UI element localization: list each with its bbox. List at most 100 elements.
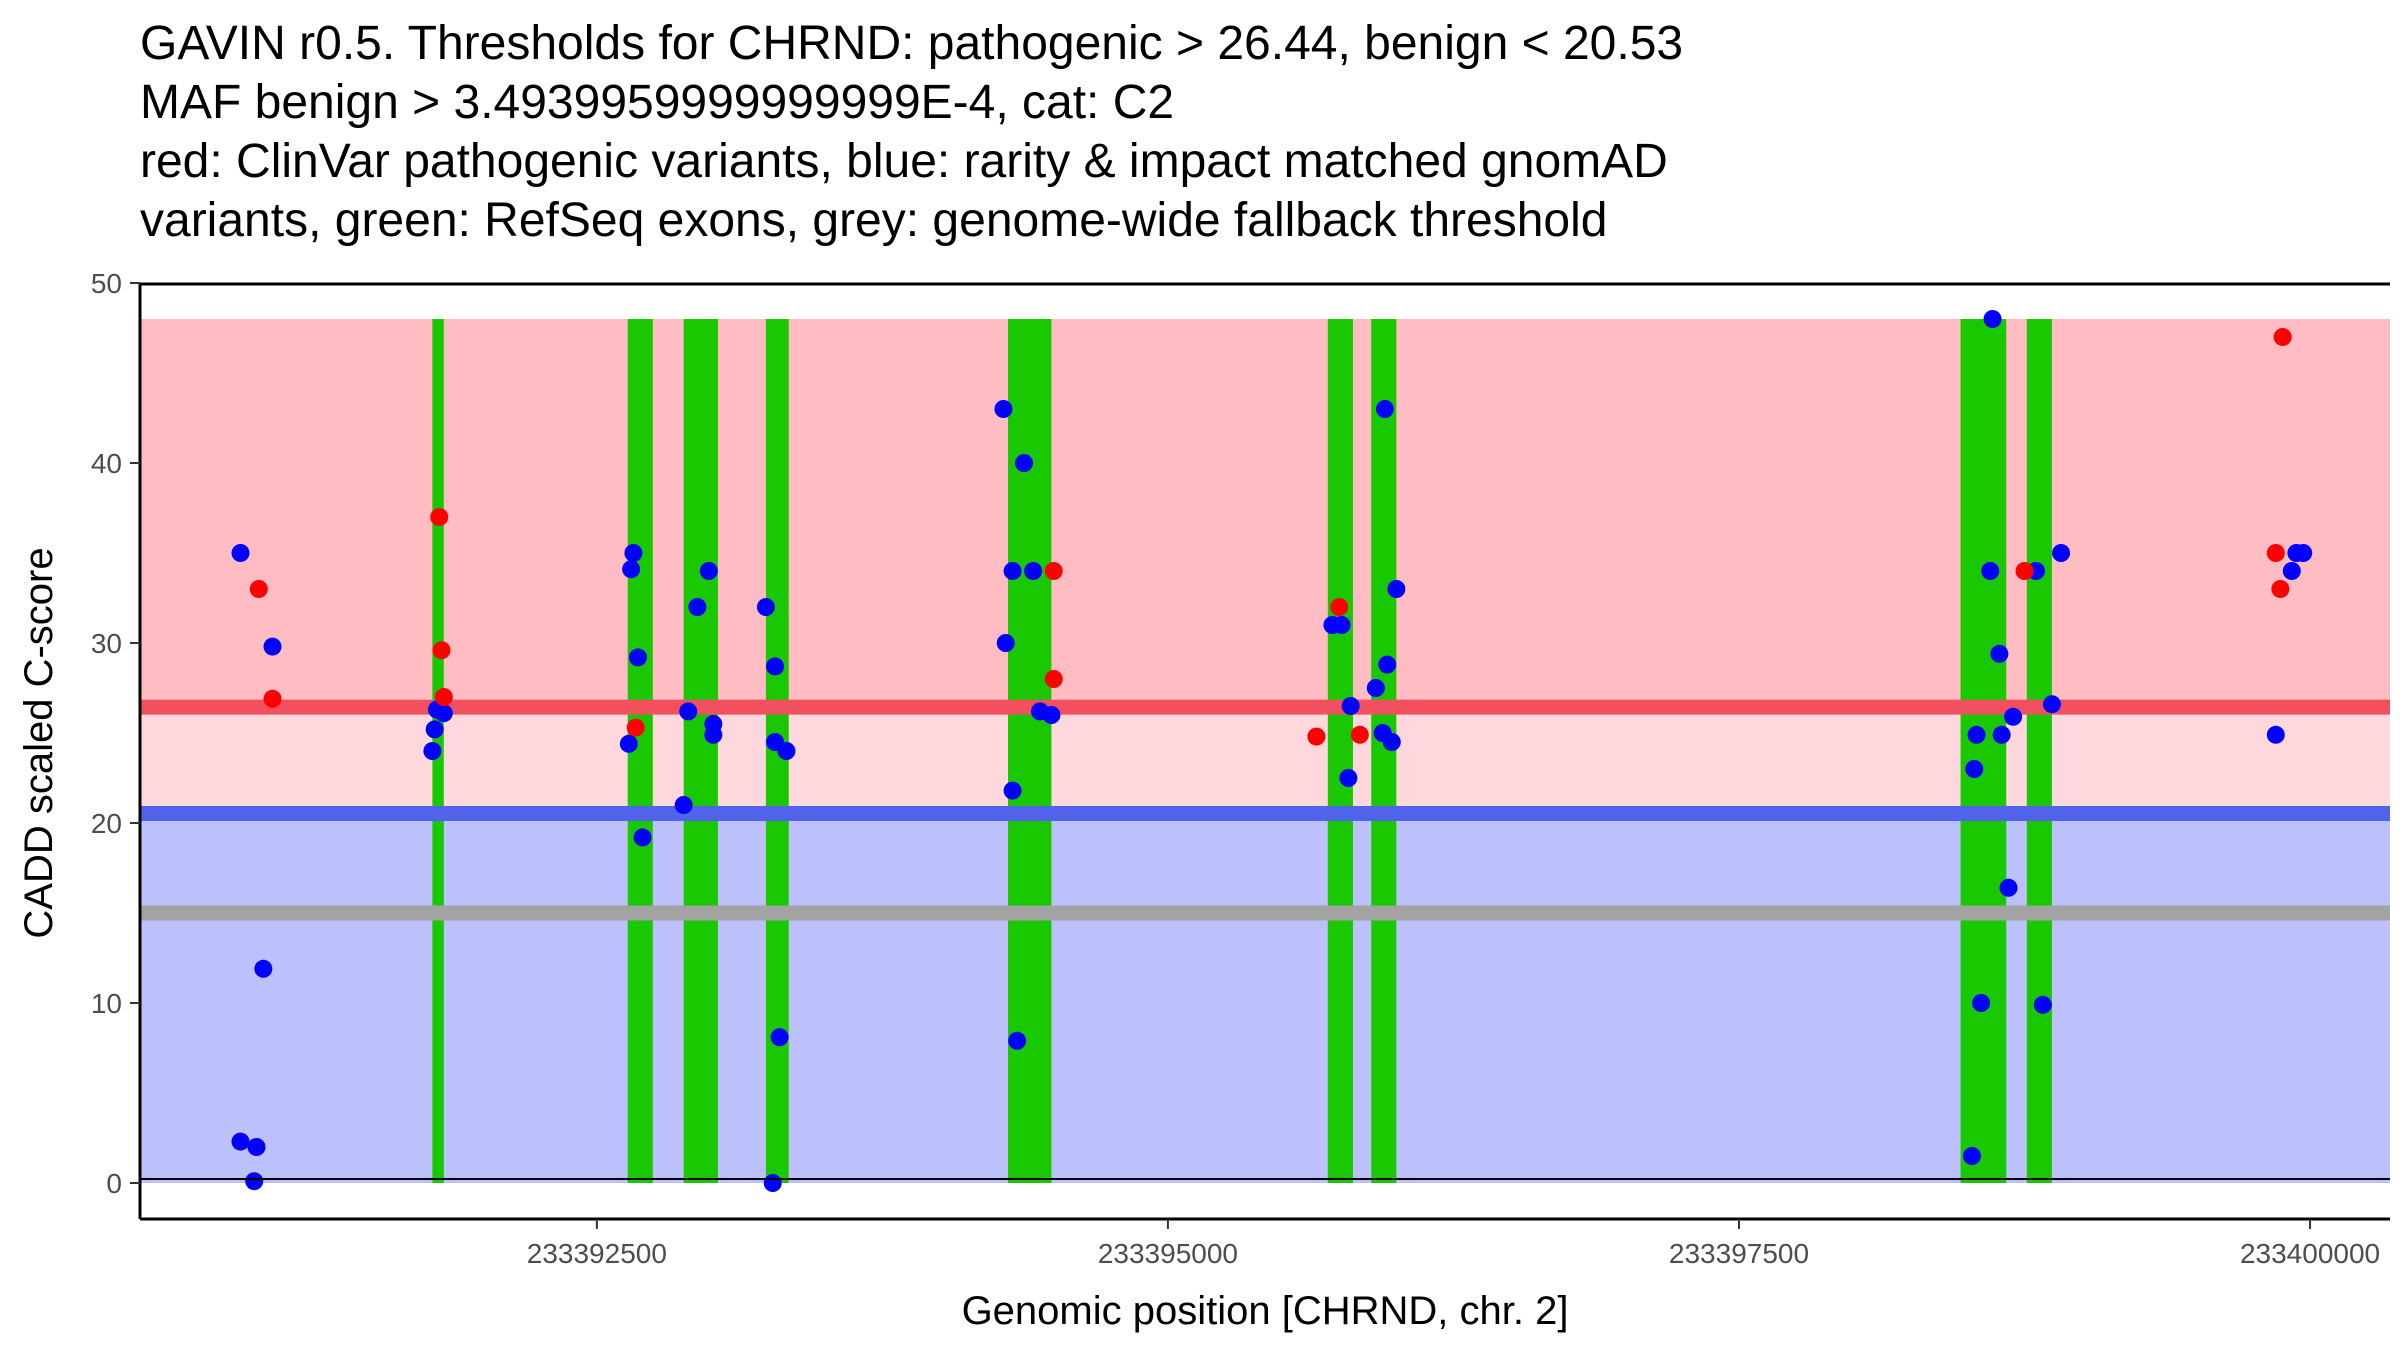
gnomad-point (699, 562, 718, 580)
gnomad-point (1983, 310, 2002, 328)
title-line: red: ClinVar pathogenic variants, blue: … (140, 135, 1668, 188)
gnomad-point (1015, 454, 1034, 472)
gnomad-point (1981, 562, 2000, 580)
clinvar-point (1044, 670, 1063, 688)
title-line: GAVIN r0.5. Thresholds for CHRND: pathog… (140, 17, 1684, 70)
clinvar-point (434, 688, 453, 706)
gnomad-point (674, 796, 693, 814)
clinvar-point (263, 689, 282, 708)
x-tick-label: 233392500 (527, 1238, 667, 1269)
gnomad-point (1965, 760, 1984, 778)
gnomad-point (423, 742, 442, 760)
axes (138, 282, 2390, 1221)
gnomad-point (1339, 769, 1358, 787)
gnomad-point (1375, 400, 1394, 418)
variant-points (231, 310, 2313, 1192)
gnomad-point (1962, 1147, 1981, 1165)
gnomad-point (756, 598, 775, 616)
axis-ticks: 0 10 20 30 40 50 233392500 233395000 233397500 23… (91, 268, 2380, 1269)
pathogenic-zone (140, 319, 2390, 708)
gnomad-point (1341, 697, 1360, 715)
gnomad-point (1387, 580, 1406, 598)
exon-bar (1960, 319, 2007, 1183)
gnomad-point (2282, 562, 2301, 580)
y-tick-label: 10 (91, 988, 122, 1019)
title-line: variants, green: RefSeq exons, grey: gen… (140, 194, 1608, 247)
clinvar-point (1307, 727, 1326, 746)
gnomad-point (2294, 544, 2313, 562)
clinvar-point (1330, 598, 1349, 616)
gnomad-point (679, 702, 698, 721)
gnomad-point (231, 544, 250, 562)
gnomad-point (704, 725, 723, 744)
exon-bar (2026, 319, 2052, 1183)
threshold-lines (140, 699, 2390, 921)
exon-bar (1008, 319, 1052, 1183)
gnomad-point (1967, 725, 1986, 744)
benign-zone (140, 813, 2390, 1183)
gnomad-point (996, 634, 1015, 652)
gnomad-point (425, 720, 444, 739)
gnomad-point (1972, 994, 1991, 1012)
gnomad-point (1382, 733, 1401, 751)
title-line: MAF benign > 3.4939959999999999E-4, cat:… (140, 76, 1175, 129)
gnomad-point (777, 742, 796, 760)
gnomad-point (245, 1172, 264, 1191)
gnomad-point (622, 560, 641, 579)
gnomad-point (1992, 725, 2011, 744)
exon-bar (1327, 319, 1353, 1183)
x-tick-label: 233395000 (1098, 1238, 1238, 1269)
gnomad-point (231, 1132, 250, 1151)
gnomad-point (994, 400, 1013, 418)
clinvar-point (626, 718, 645, 737)
gnomad-point (1024, 562, 1043, 580)
gnomad-point (247, 1138, 266, 1156)
gnomad-point (1999, 878, 2018, 897)
y-tick-label: 40 (91, 448, 122, 479)
gnomad-point (1003, 781, 1022, 800)
gnomad-point (633, 828, 652, 847)
gnomad-point (619, 734, 638, 753)
gnomad-point (770, 1028, 789, 1047)
y-tick-label: 0 (106, 1168, 122, 1199)
gnomad-point (688, 598, 707, 616)
y-tick-label: 30 (91, 628, 122, 659)
gnomad-point (2033, 995, 2052, 1014)
exon-bars (432, 319, 2052, 1183)
y-axis-title: CADD scaled C-score (17, 547, 61, 938)
clinvar-point (1350, 725, 1369, 744)
gnomad-point (254, 959, 273, 978)
clinvar-point (249, 580, 268, 598)
gnomad-point (1003, 562, 1022, 580)
chart-title: GAVIN r0.5. Thresholds for CHRND: pathog… (140, 14, 2380, 250)
gnomad-point (2042, 695, 2061, 714)
clinvar-point (2271, 580, 2290, 598)
gnomad-point (628, 648, 647, 667)
y-tick-label: 50 (91, 268, 122, 299)
exon-bar (1371, 319, 1397, 1183)
clinvar-point (432, 641, 451, 660)
exon-bar (765, 319, 789, 1183)
gnomad-point (2266, 725, 2285, 744)
clinvar-point (2273, 328, 2292, 346)
clinvar-point (1044, 562, 1063, 580)
x-tick-label: 233400000 (2240, 1238, 2380, 1269)
clinvar-point (2015, 562, 2034, 580)
y-tick-label: 20 (91, 808, 122, 839)
clinvar-point (430, 508, 449, 526)
gnomad-point (624, 544, 643, 562)
gnomad-point (766, 657, 785, 676)
x-axis-title: Genomic position [CHRND, chr. 2] (962, 1289, 1569, 1333)
uncertain-zone (140, 707, 2390, 814)
exon-bar (683, 319, 718, 1183)
gnomad-point (1008, 1031, 1027, 1050)
x-tick-label: 233397500 (1669, 1238, 1809, 1269)
score-zones (140, 319, 2390, 1183)
gnomad-point (1990, 644, 2009, 663)
gnomad-point (763, 1174, 782, 1192)
clinvar-point (2266, 544, 2285, 562)
gnomad-point (1366, 679, 1385, 697)
gnomad-point (263, 637, 282, 656)
gnomad-point (1378, 655, 1397, 674)
